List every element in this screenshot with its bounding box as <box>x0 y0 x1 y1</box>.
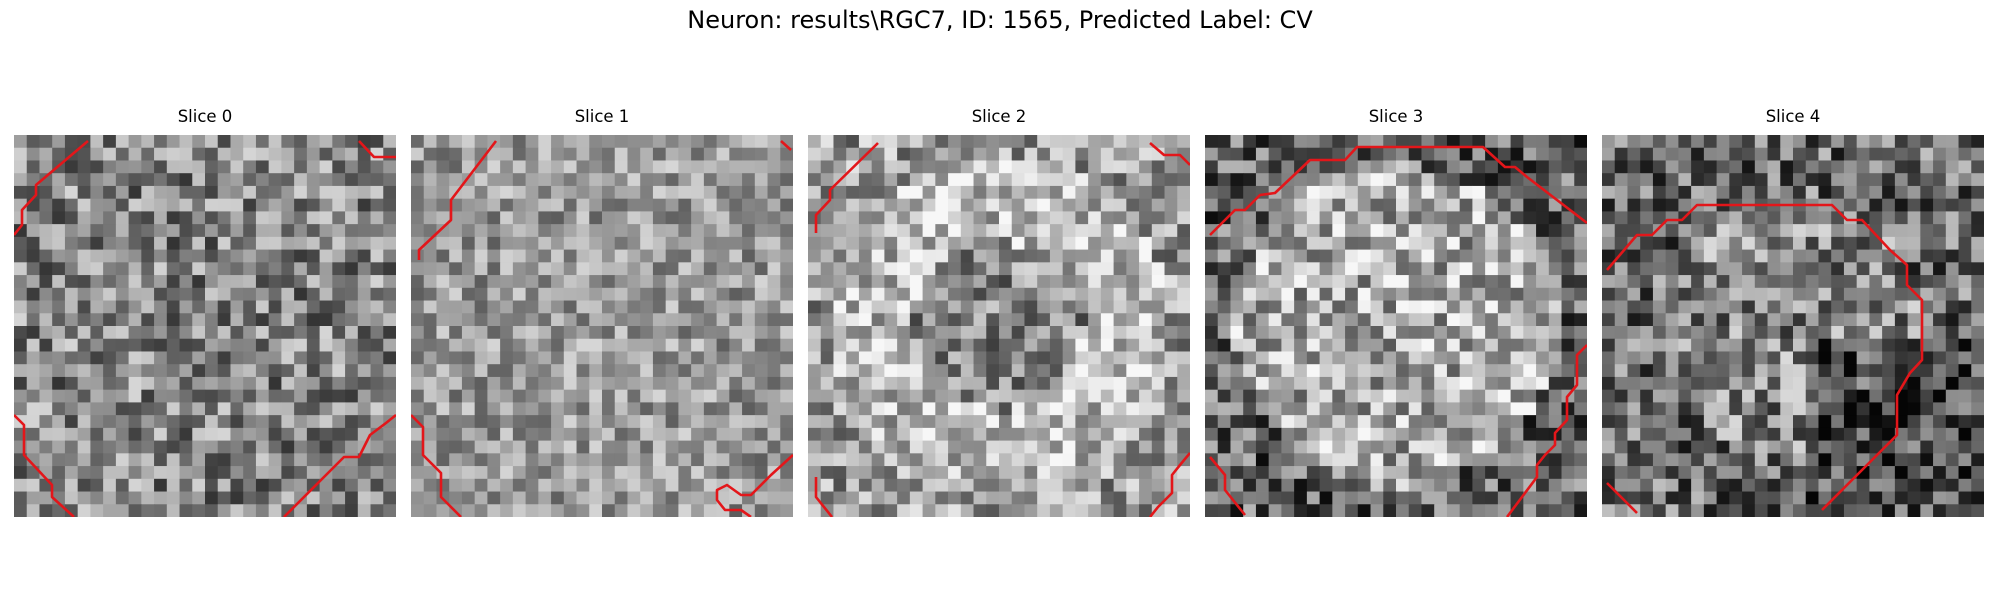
slice-panel-2: Slice 2 <box>808 105 1190 517</box>
slice-panel-0: Slice 0 <box>14 105 396 517</box>
roi-contour-2 <box>814 142 1190 517</box>
roi-contour-1 <box>411 140 793 517</box>
roi-contour-3 <box>1209 145 1587 517</box>
roi-contour-4 <box>1606 203 1924 514</box>
slice-image-0 <box>14 135 396 517</box>
roi-contour-0 <box>14 140 396 517</box>
slice-title-1: Slice 1 <box>574 107 630 126</box>
slice-title-3: Slice 3 <box>1368 107 1424 126</box>
slice-title-2: Slice 2 <box>971 107 1027 126</box>
slice-image-3 <box>1205 135 1587 517</box>
slice-image-2 <box>808 135 1190 517</box>
slice-panel-4: Slice 4 <box>1602 105 1984 517</box>
slice-image-1 <box>411 135 793 517</box>
slice-image-4 <box>1602 135 1984 517</box>
slice-title-0: Slice 0 <box>177 107 233 126</box>
slice-panel-1: Slice 1 <box>411 105 793 517</box>
slice-panel-3: Slice 3 <box>1205 105 1587 517</box>
figure-title: Neuron: results\RGC7, ID: 1565, Predicte… <box>687 6 1313 34</box>
slice-title-4: Slice 4 <box>1765 107 1821 126</box>
